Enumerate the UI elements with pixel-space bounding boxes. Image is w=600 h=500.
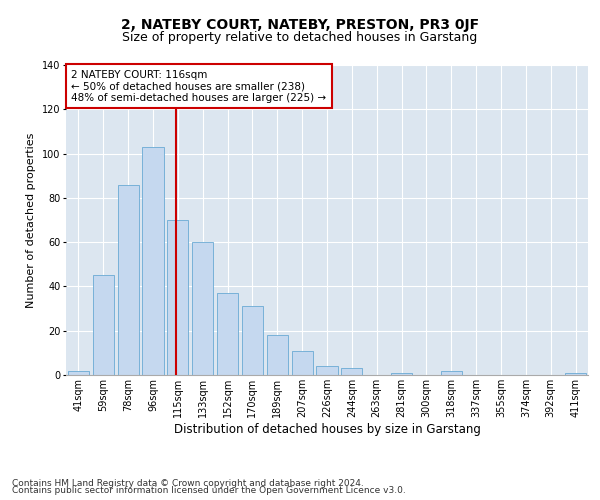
Bar (142, 147, 164, 375)
Title: 2, NATEBY COURT, NATEBY, PRESTON, PR3 0JF
Size of property relative to detached : 2, NATEBY COURT, NATEBY, PRESTON, PR3 0J… (0, 499, 1, 500)
Bar (441, 370, 462, 375)
Bar (391, 373, 412, 375)
Bar (68, 370, 89, 375)
Bar (217, 293, 238, 375)
Bar (341, 368, 362, 375)
Text: 2 NATEBY COURT: 116sqm
← 50% of detached houses are smaller (238)
48% of semi-de: 2 NATEBY COURT: 116sqm ← 50% of detached… (71, 70, 326, 103)
Bar (565, 373, 586, 375)
Bar (292, 350, 313, 375)
Y-axis label: Number of detached properties: Number of detached properties (26, 132, 37, 308)
Bar (167, 220, 188, 375)
Text: Size of property relative to detached houses in Garstang: Size of property relative to detached ho… (122, 32, 478, 44)
Text: 2, NATEBY COURT, NATEBY, PRESTON, PR3 0JF: 2, NATEBY COURT, NATEBY, PRESTON, PR3 0J… (121, 18, 479, 32)
Bar (267, 335, 288, 375)
Text: Contains public sector information licensed under the Open Government Licence v3: Contains public sector information licen… (12, 486, 406, 495)
Bar (242, 306, 263, 375)
Text: Contains HM Land Registry data © Crown copyright and database right 2024.: Contains HM Land Registry data © Crown c… (12, 478, 364, 488)
X-axis label: Distribution of detached houses by size in Garstang: Distribution of detached houses by size … (173, 422, 481, 436)
Bar (93, 276, 114, 375)
Bar (192, 242, 213, 375)
Bar (316, 366, 338, 375)
Bar (118, 184, 139, 375)
